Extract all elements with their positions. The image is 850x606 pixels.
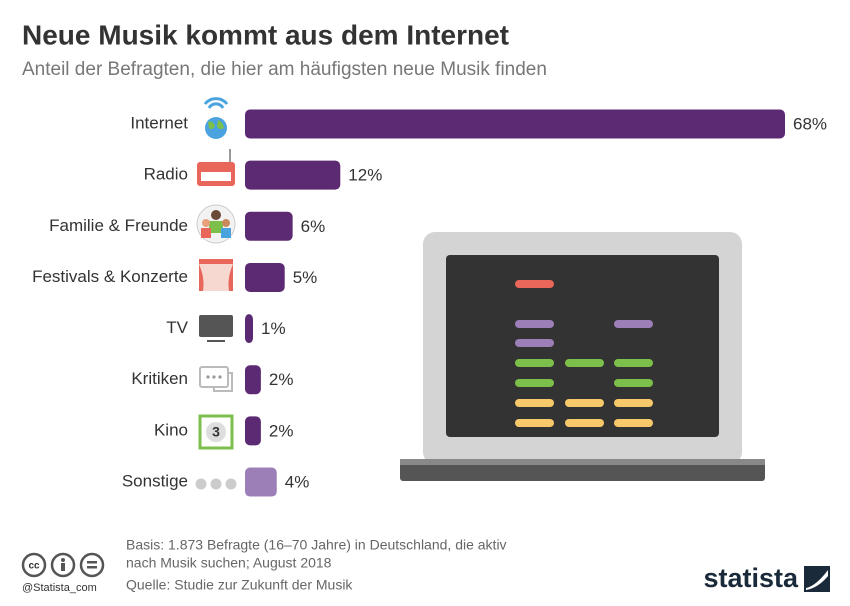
value-label: 2% (269, 421, 294, 440)
bar (245, 467, 277, 497)
category-label: Internet (130, 113, 188, 132)
chart-subtitle: Anteil der Befragten, die hier am häufig… (22, 59, 547, 80)
category-label: Familie & Freunde (49, 216, 188, 235)
footer-basis: Basis: 1.873 Befragte (16–70 Jahre) in D… (126, 537, 507, 553)
category-label: Sonstige (122, 472, 188, 491)
value-label: 68% (793, 114, 827, 133)
cinema-icon: 3 (198, 414, 234, 450)
footer-source: Quelle: Studie zur Zukunft der Musik (126, 577, 353, 593)
icons: 3 (195, 97, 237, 490)
brand-logo: statista (703, 563, 799, 593)
other-icon (195, 478, 237, 490)
bar (245, 314, 253, 344)
svg-text:3: 3 (212, 424, 220, 440)
category-label: Kino (154, 420, 188, 439)
value-label: 6% (301, 217, 326, 236)
value-label: 1% (261, 319, 286, 338)
value-label: 5% (293, 268, 318, 287)
brand-mark (804, 566, 830, 592)
reviews-icon (199, 366, 233, 392)
bar (245, 109, 785, 139)
svg-text:cc: cc (28, 561, 40, 572)
chart-title: Neue Musik kommt aus dem Internet (22, 19, 509, 50)
category-label: Festivals & Konzerte (32, 267, 188, 286)
footer-basis: nach Musik suchen; August 2018 (126, 555, 332, 571)
value-label: 2% (269, 370, 294, 389)
value-label: 4% (285, 473, 310, 492)
bar (245, 416, 261, 446)
bar (245, 211, 293, 241)
value-label: 12% (348, 166, 382, 185)
cc-icons: cc (21, 552, 105, 578)
friends-icon (196, 204, 236, 244)
bar (245, 262, 285, 292)
category-label: TV (166, 318, 188, 337)
footer-handle: @Statista_com (22, 582, 97, 594)
radio-icon (197, 149, 235, 186)
tv-icon (199, 315, 233, 342)
festival-icon (199, 259, 233, 291)
category-label: Kritiken (131, 369, 188, 388)
internet-icon (203, 97, 229, 139)
laptop-illustration (400, 232, 765, 481)
bar (245, 160, 341, 190)
bar (245, 365, 261, 395)
category-label: Radio (144, 165, 188, 184)
